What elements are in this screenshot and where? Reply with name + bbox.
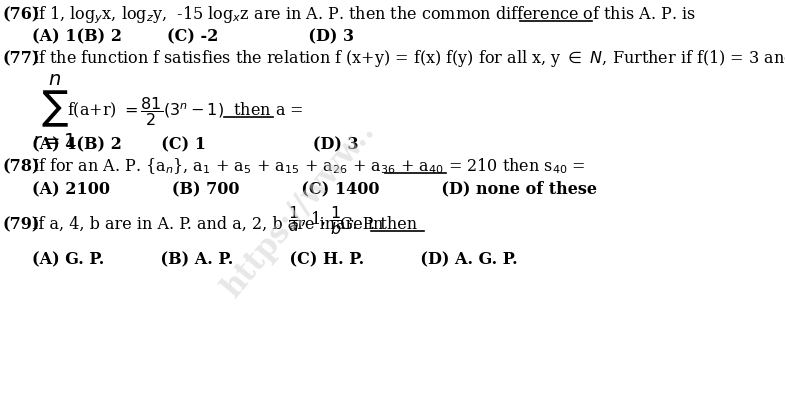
Text: (77): (77) xyxy=(2,50,40,67)
Text: If for an A. P. {a$_n$}, a$_1$ + a$_5$ + a$_{15}$ + a$_{26}$ + a$_{36}$ + a$_{40: If for an A. P. {a$_n$}, a$_1$ + a$_5$ +… xyxy=(32,156,586,176)
Text: $\dfrac{1}{a}$, 1, $\dfrac{1}{b}$: $\dfrac{1}{a}$, 1, $\dfrac{1}{b}$ xyxy=(288,204,342,237)
Text: (76): (76) xyxy=(2,6,40,23)
Text: are in: are in xyxy=(337,216,384,233)
Text: (78): (78) xyxy=(2,158,40,175)
Text: f(a+r) $= \dfrac{81}{2}(3^n - 1)$  then a =: f(a+r) $= \dfrac{81}{2}(3^n - 1)$ then a… xyxy=(67,95,304,128)
Text: (79): (79) xyxy=(2,216,40,233)
Text: (A) 2100           (B) 700           (C) 1400           (D) none of these: (A) 2100 (B) 700 (C) 1400 (D) none of th… xyxy=(32,180,597,197)
Text: (A) 4(B) 2       (C) 1                   (D) 3: (A) 4(B) 2 (C) 1 (D) 3 xyxy=(32,136,359,153)
Text: If the function f satisfies the relation f (x+y) = f(x) f(y) for all x, y $\in$ : If the function f satisfies the relation… xyxy=(32,48,785,69)
Text: (A) G. P.          (B) A. P.          (C) H. P.          (D) A. G. P.: (A) G. P. (B) A. P. (C) H. P. (D) A. G. … xyxy=(32,251,517,268)
Text: If 1, log$_y$x, log$_z$y,  -15 log$_x$z are in A. P. then the common difference : If 1, log$_y$x, log$_z$y, -15 log$_x$z a… xyxy=(32,4,696,26)
Text: https://www..: https://www.. xyxy=(216,116,381,304)
Text: (A) 1(B) 2        (C) -2                (D) 3: (A) 1(B) 2 (C) -2 (D) 3 xyxy=(32,28,354,45)
Text: $\sum_{r=1}^{n}$: $\sum_{r=1}^{n}$ xyxy=(32,72,76,150)
Text: If a, 4, b are in A. P. and a, 2, b are in G. P. then: If a, 4, b are in A. P. and a, 2, b are … xyxy=(32,216,417,233)
